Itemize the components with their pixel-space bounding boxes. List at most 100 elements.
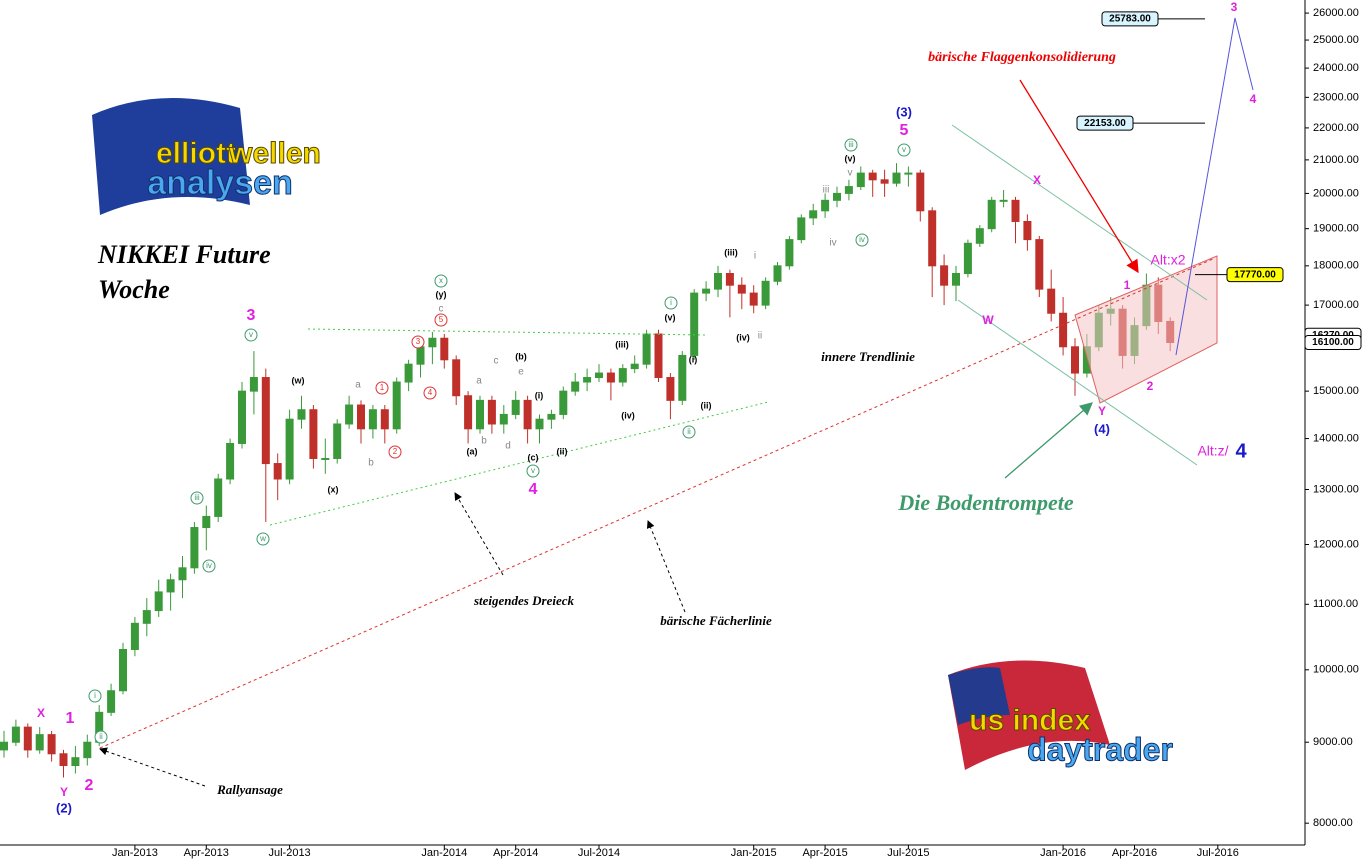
- y-tick-label: 14000.00: [1313, 432, 1359, 444]
- candle-body: [892, 172, 901, 184]
- candle-body: [678, 354, 687, 401]
- candle-body: [47, 734, 56, 755]
- candle-body: [904, 172, 913, 175]
- wave-circle: [244, 328, 258, 342]
- candle-body: [333, 423, 342, 459]
- x-tick-label: Jan-2015: [731, 847, 777, 859]
- wave-circle: [411, 335, 425, 349]
- candle-body: [1035, 239, 1044, 290]
- candle-body: [1023, 220, 1032, 241]
- wave-circle: [434, 313, 448, 327]
- wave-label: 1: [1124, 278, 1131, 292]
- wave-label: (ii): [701, 400, 712, 410]
- y-tick-label: 12000.00: [1313, 538, 1359, 550]
- x-tick-label: Apr-2013: [184, 847, 229, 859]
- candle-body: [392, 381, 401, 430]
- price-box: [1076, 115, 1134, 131]
- candle-body: [618, 368, 627, 383]
- wave-label: x: [439, 276, 443, 285]
- wave-label: iv: [206, 561, 212, 570]
- projection-line: [1175, 17, 1254, 356]
- arrow: [1019, 79, 1139, 274]
- channel-lower: [957, 299, 1198, 466]
- candle-body: [642, 333, 651, 365]
- wave-label: 3: [1231, 0, 1238, 14]
- wave-label: iii: [194, 493, 200, 502]
- wave-label: (v): [665, 312, 676, 322]
- wave-label: v: [531, 466, 535, 475]
- wave-label: c: [439, 304, 444, 315]
- y-tick-label: 18000.00: [1313, 260, 1359, 272]
- wave-label: (y): [436, 289, 447, 299]
- x-tick-label: Jan-2014: [421, 847, 467, 859]
- candle-body: [71, 757, 80, 767]
- candle-body: [154, 591, 163, 612]
- candle-body: [749, 292, 758, 306]
- candle-body: [737, 284, 746, 294]
- candle-body: [856, 172, 865, 188]
- candle-body: [785, 239, 794, 267]
- y-tick-label: 20000.00: [1313, 187, 1359, 199]
- logo-elliott: elliott wellen analysen: [92, 98, 321, 215]
- logo-text: daytrader: [1027, 731, 1173, 767]
- candle-body: [606, 372, 615, 383]
- price-box: [1226, 267, 1284, 283]
- candle-body: [987, 199, 996, 230]
- candle-body: [273, 463, 282, 480]
- wave-circle: [88, 689, 102, 703]
- wave-label: (iii): [724, 247, 738, 257]
- arrow: [454, 492, 504, 576]
- x-tick-label: Apr-2016: [1112, 847, 1157, 859]
- wave-label: a: [355, 380, 361, 391]
- flag-area: [1074, 255, 1218, 404]
- annotation: bärische Fächerlinie: [660, 613, 772, 628]
- y-tick-label: 26000.00: [1313, 7, 1359, 19]
- y-tick-label: 25000.00: [1313, 34, 1359, 46]
- candle-body: [725, 273, 734, 286]
- wave-label: 5: [439, 315, 444, 324]
- x-tick-label: Jul-2015: [887, 847, 929, 859]
- wave-label: (i): [689, 354, 698, 364]
- wave-label: ii: [99, 732, 103, 741]
- wave-circle: [423, 386, 437, 400]
- candle-body: [666, 377, 675, 401]
- candle-body: [833, 192, 841, 201]
- x-tick-label: Jan-2013: [112, 847, 158, 859]
- wave-label: v: [848, 168, 853, 179]
- candle-body: [368, 409, 377, 430]
- wave-label: X: [37, 706, 45, 720]
- candle-body: [797, 217, 806, 241]
- wave-label: 4: [428, 388, 433, 397]
- wave-label: (2): [56, 800, 72, 815]
- wave-label: Alt:x2: [1150, 252, 1185, 268]
- chart-subtitle: Woche: [98, 275, 170, 304]
- candle-body: [130, 622, 139, 650]
- candle-body: [499, 413, 508, 425]
- candle-body: [761, 280, 770, 306]
- wave-label: v: [249, 330, 253, 339]
- logo-text: analysen: [147, 164, 293, 202]
- logo-text: us index: [969, 704, 1091, 737]
- candle-body: [345, 404, 354, 425]
- wave-label: (iv): [621, 410, 635, 420]
- wave-label: Alt:z/: [1197, 443, 1228, 459]
- candle-body: [963, 242, 972, 275]
- wave-label: i: [94, 691, 96, 700]
- candle-body: [595, 372, 603, 379]
- arrow: [99, 747, 206, 787]
- candle-body: [464, 395, 473, 430]
- wave-circle: [897, 143, 911, 157]
- wave-label: iii: [823, 185, 830, 196]
- candle-body: [416, 346, 425, 365]
- candle-body: [1059, 312, 1068, 348]
- wave-label: (b): [515, 351, 527, 361]
- candle-body: [166, 579, 175, 593]
- candle-body: [440, 337, 449, 361]
- y-tick-label: 8000.00: [1313, 817, 1353, 829]
- y-tick-label: 21000.00: [1313, 154, 1359, 166]
- wave-label: 2: [1147, 379, 1154, 393]
- candle-body: [309, 409, 318, 459]
- wave-label: ii: [758, 331, 762, 342]
- candle-body: [773, 265, 782, 282]
